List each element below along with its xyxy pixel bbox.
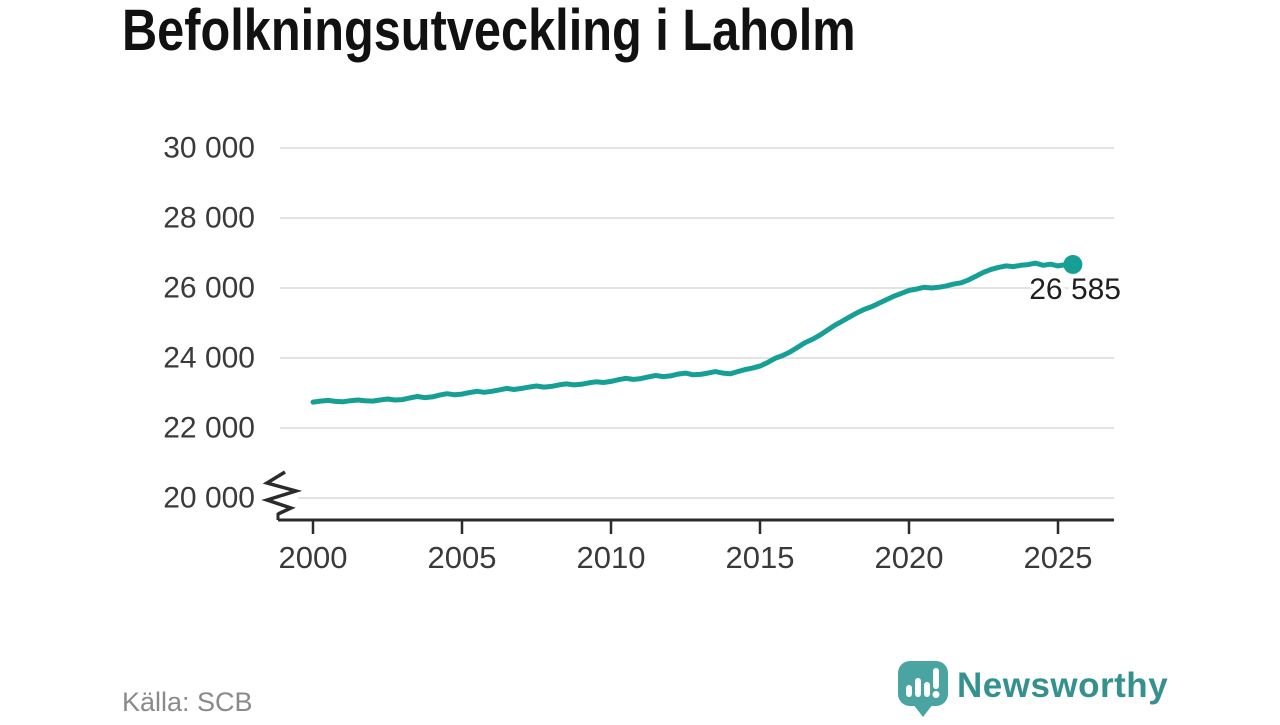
x-tick-label: 2020 bbox=[875, 540, 944, 575]
x-tick-label: 2005 bbox=[428, 540, 497, 575]
population-trend-line bbox=[310, 260, 1076, 405]
x-tick-label: 2000 bbox=[279, 540, 348, 575]
y-tick-label: 20 000 bbox=[163, 482, 255, 515]
page-title: Befolkningsutveckling i Laholm bbox=[122, 0, 856, 63]
x-tick-label: 2015 bbox=[726, 540, 795, 575]
y-tick-label: 26 000 bbox=[163, 272, 255, 305]
y-tick-label: 24 000 bbox=[163, 342, 255, 375]
source-label: Källa: SCB bbox=[122, 687, 253, 717]
y-tick-label: 22 000 bbox=[163, 412, 255, 445]
newsworthy-wordmark: Newsworthy bbox=[957, 666, 1169, 705]
newsworthy-speech-bubble-icon bbox=[898, 661, 948, 717]
x-tick-label: 2010 bbox=[577, 540, 646, 575]
y-axis-break-icon bbox=[261, 470, 303, 516]
y-tick-label: 30 000 bbox=[163, 132, 255, 165]
end-point-dot bbox=[1063, 255, 1083, 275]
y-tick-label: 28 000 bbox=[163, 202, 255, 235]
newsworthy-logo: Newsworthy bbox=[897, 660, 1168, 718]
x-tick-label: 2025 bbox=[1024, 540, 1093, 575]
end-value-label: 26 585 bbox=[1029, 273, 1121, 306]
